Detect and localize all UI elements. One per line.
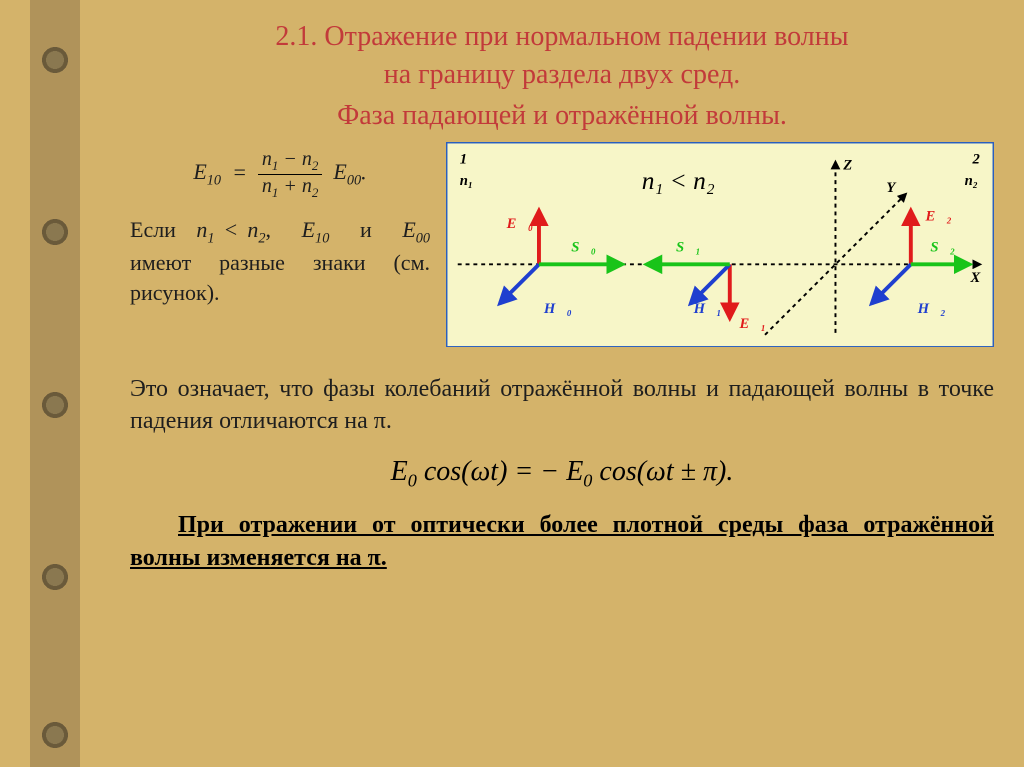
body-paragraph: Это означает, что фазы колебаний отражён… (130, 373, 994, 438)
svg-text:H⃗₁: H⃗₁ (693, 301, 722, 317)
svg-text:S⃗₂: S⃗₂ (930, 239, 955, 255)
svg-text:2: 2 (971, 151, 979, 167)
svg-text:n₂: n₂ (965, 173, 978, 189)
title-line1: 2.1. Отражение при нормальном падении во… (275, 21, 848, 52)
equation-2: E0 cos(ωt) = − E0 cos(ωt ± π). (130, 456, 994, 492)
conclusion: При отражении от оптически более плотной… (130, 509, 994, 574)
svg-text:H⃗₂: H⃗₂ (917, 301, 946, 317)
title-line2: на границу раздела двух сред. (384, 59, 741, 90)
svg-text:1: 1 (460, 151, 467, 167)
condition-paragraph: Если n1 < n2, E10 и E00 имеют разные зна… (130, 215, 430, 308)
diagram: XZYn₁ < n₂12n₁n₂E⃗₀H⃗₀S⃗₀E⃗₁H⃗₁S⃗₁E⃗₂H⃗₂… (446, 142, 994, 348)
svg-text:X: X (970, 270, 982, 286)
left-column: E10 = n1 − n2 n1 + n2 E00. Если n1 < n2,… (130, 142, 430, 348)
svg-text:n₁: n₁ (460, 173, 473, 189)
title: 2.1. Отражение при нормальном падении во… (130, 18, 994, 94)
svg-text:H⃗₀: H⃗₀ (543, 301, 572, 317)
svg-text:S⃗₁: S⃗₁ (676, 239, 701, 255)
svg-text:E⃗₀: E⃗₀ (506, 216, 533, 232)
equation-1: E10 = n1 − n2 n1 + n2 E00. (130, 148, 430, 201)
svg-text:n₁ < n₂: n₁ < n₂ (642, 166, 715, 195)
svg-text:E⃗₂: E⃗₂ (925, 208, 952, 224)
svg-text:E⃗₁: E⃗₁ (739, 316, 766, 332)
svg-text:Z: Z (842, 157, 852, 173)
subtitle: Фаза падающей и отражённой волны. (130, 100, 994, 132)
svg-text:S⃗₀: S⃗₀ (571, 239, 596, 255)
